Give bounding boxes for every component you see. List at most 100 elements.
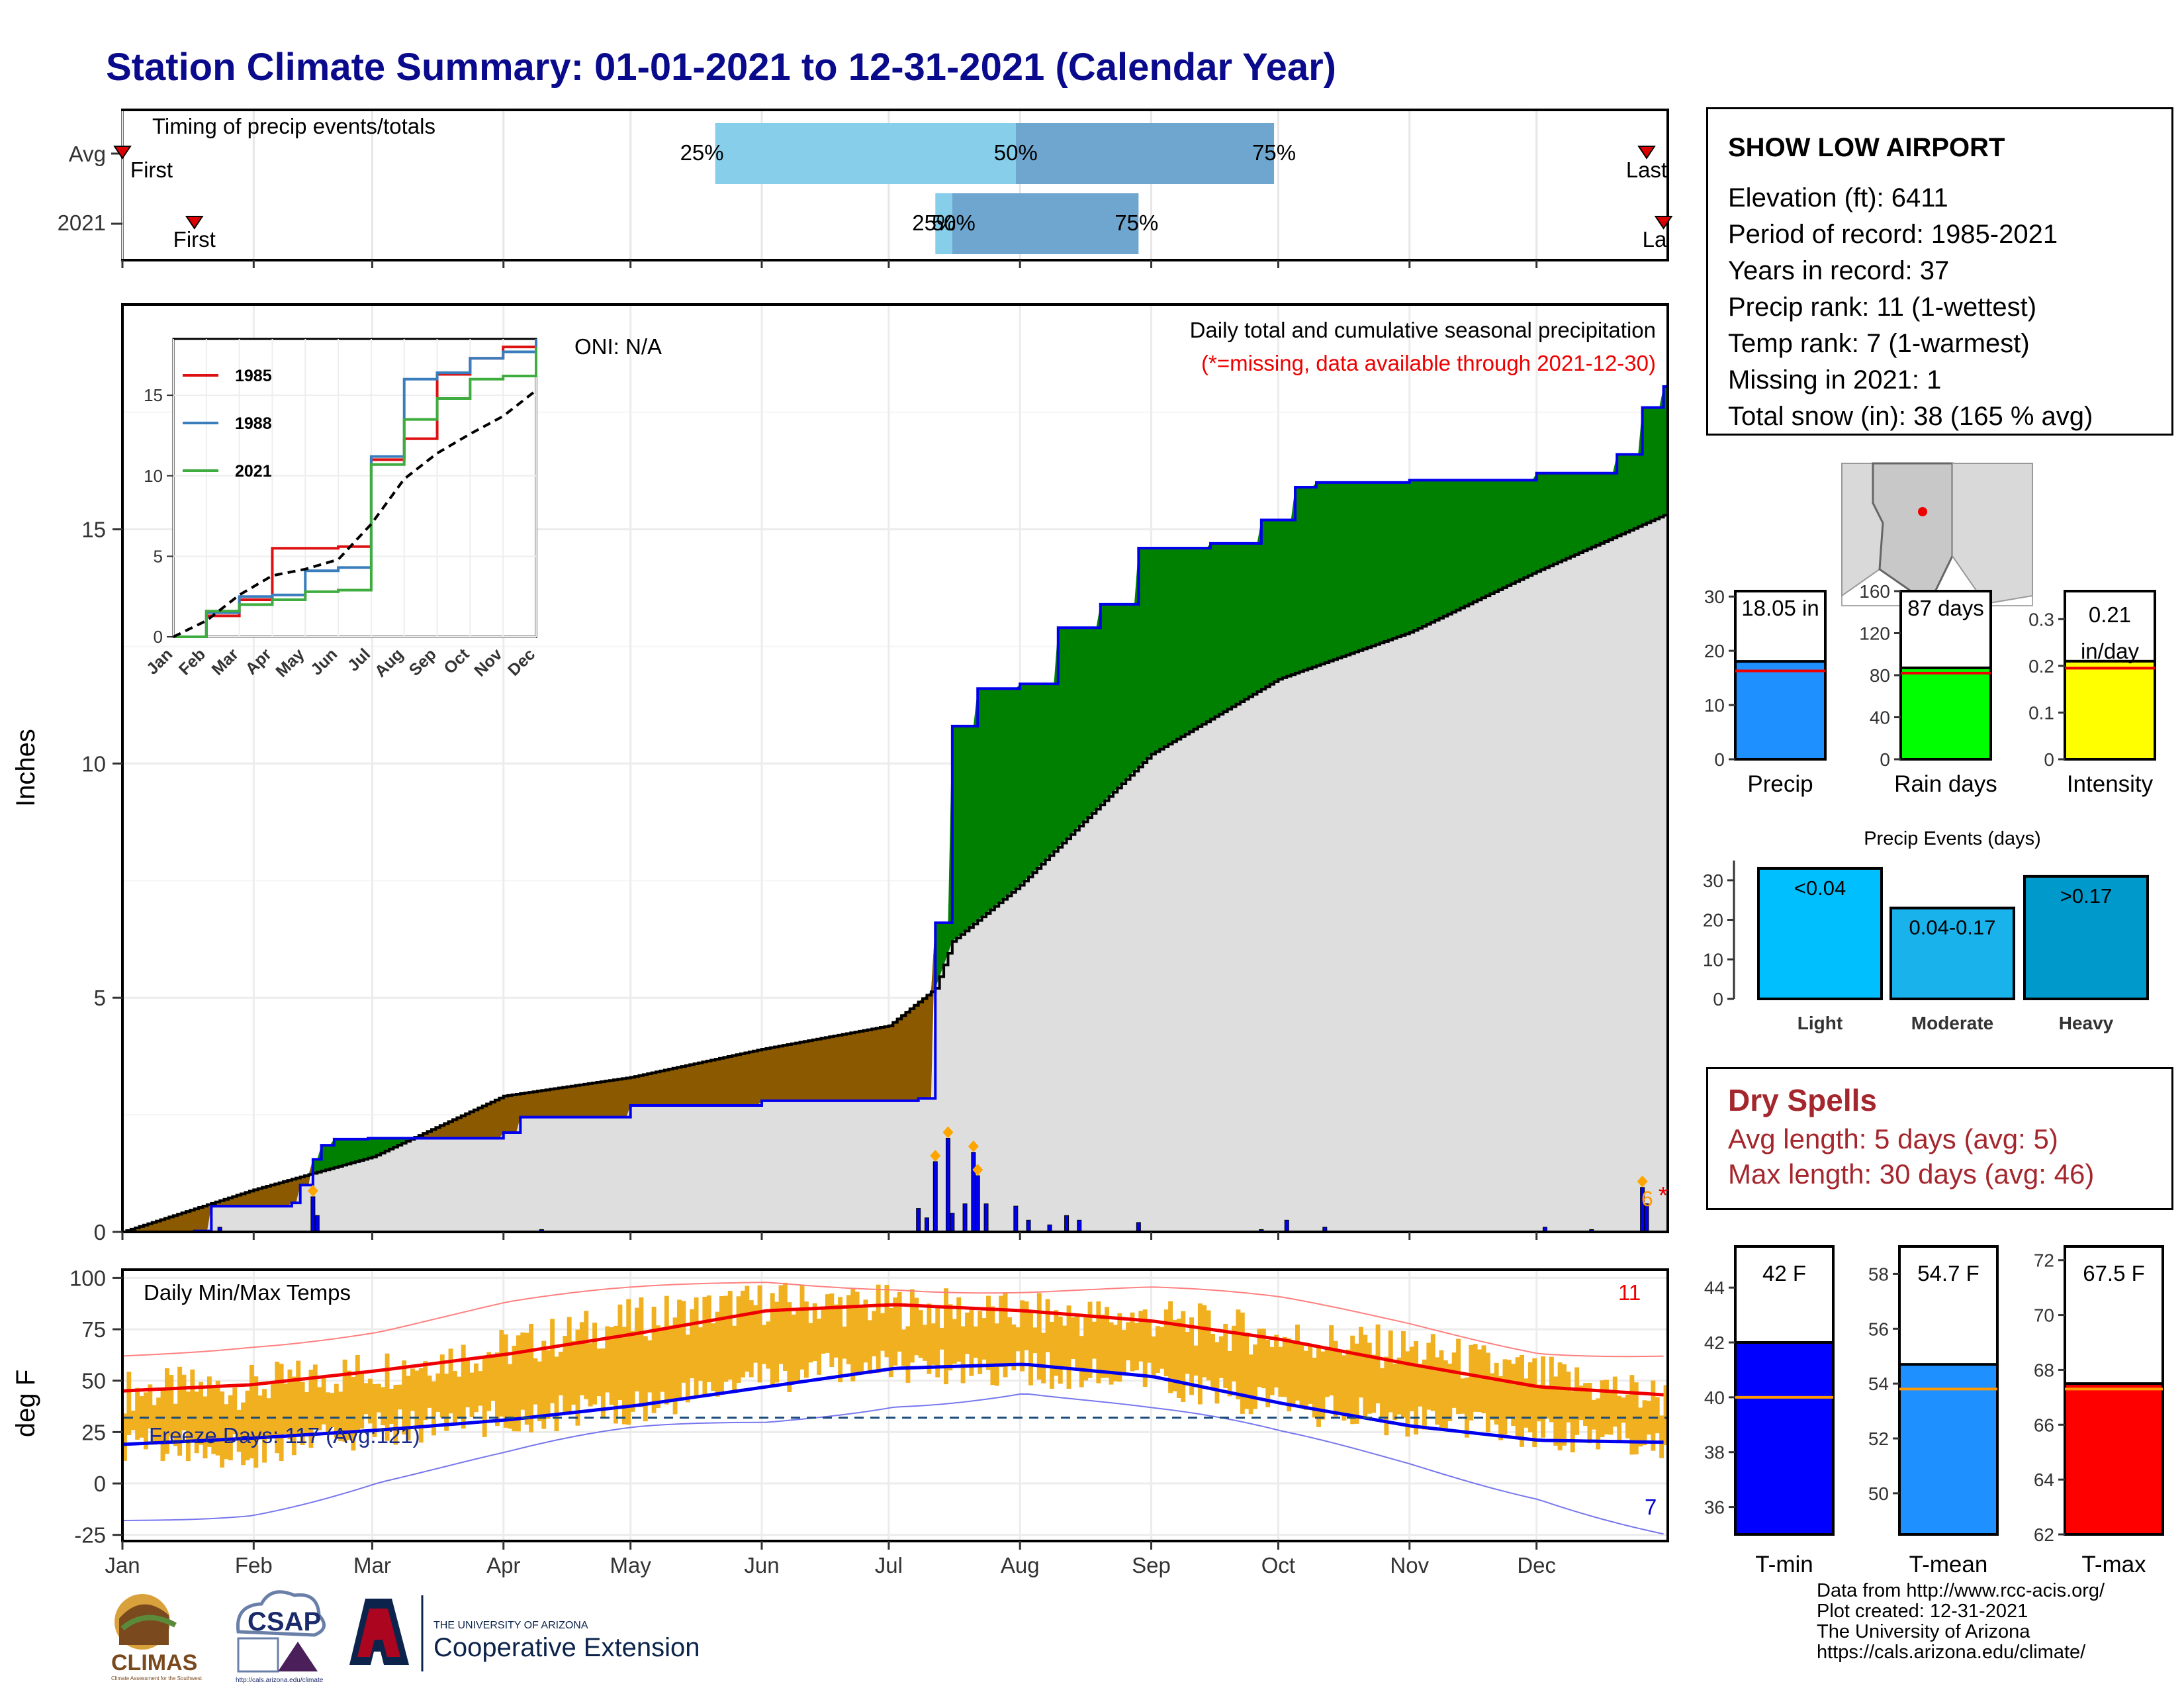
events-bar-value-label: 0.04-0.17 [1909,916,1996,939]
daily-temp-bar [1113,1325,1118,1382]
daily-temp-bar [770,1293,775,1385]
daily-temp-bar [1045,1299,1050,1352]
summary-bar-value-label: in/day [2081,639,2140,663]
daily-temp-bar [1371,1354,1377,1413]
daily-temp-bar [579,1322,584,1395]
temp-bar-tick-label: 44 [1704,1278,1725,1298]
daily-temp-bar [461,1344,466,1429]
daily-temp-bar [821,1306,826,1354]
inset-ytick-label: 15 [144,385,163,405]
timing-avg-p75-label: 75% [1252,140,1296,165]
daily-temp-bar [749,1300,754,1378]
daily-temp-bar [1608,1391,1614,1435]
summary-bar-tick-label: 120 [1859,624,1890,644]
daily-temp-bar [512,1345,517,1432]
daily-temp-bar [1003,1292,1008,1378]
daily-temp-bar [1218,1336,1224,1378]
daily-temp-bar [1414,1341,1419,1435]
daily-temp-bar [312,1364,318,1430]
daily-temp-bar [1574,1367,1580,1435]
daily-temp-bar [427,1376,432,1408]
daily-temp-bar [1214,1342,1220,1404]
daily-temp-bar [122,1413,127,1461]
daily-temp-bar [558,1352,563,1395]
daily-temp-bar [545,1350,551,1419]
daily-temp-bar [1596,1398,1601,1450]
daily-temp-bar [1621,1397,1626,1423]
daily-temp-bar [664,1295,669,1405]
daily-temp-bar [376,1383,381,1413]
daily-temp-bar [1338,1350,1342,1415]
daily-temp-bar [402,1360,407,1434]
daily-temp-bar [275,1362,280,1454]
daily-temp-bar [1464,1377,1469,1438]
daily-temp-bar [1659,1415,1664,1458]
daily-temp-bar [1261,1329,1266,1389]
daily-temp-bar [452,1371,457,1425]
summary-bar-tick-label: 30 [1704,586,1725,607]
oni-label: ONI: N/A [574,334,662,359]
daily-temp-bar [397,1384,402,1410]
daily-temp-bar [1469,1344,1474,1421]
daily-temp-bar [1651,1380,1656,1451]
daily-temp-bar [588,1343,593,1407]
daily-temp-bar [1257,1329,1262,1387]
daily-temp-bar [952,1319,957,1364]
timing-2021-p25-label: 25% [912,211,956,235]
month-label: Aug [1001,1553,1040,1577]
daily-temp-bar [706,1295,711,1382]
temp-ytick-label: 25 [81,1420,106,1444]
daily-temp-bar [702,1296,707,1397]
avg-max-line [122,1303,1664,1397]
daily-temp-bar [1494,1362,1499,1425]
daily-temp-bar [304,1391,309,1433]
daily-temp-bar [537,1361,542,1421]
ua-small-text: THE UNIVERSITY OF ARIZONA [433,1620,588,1631]
daily-temp-bar [423,1361,428,1421]
daily-temp-bar [516,1335,521,1432]
temp-ytick-label: 50 [81,1369,106,1393]
daily-temp-bar [279,1364,284,1462]
month-label: Feb [235,1553,273,1577]
record-precip-marker [307,1184,318,1197]
inset-ytick-label: 5 [154,546,163,566]
daily-precip-bar [971,1152,976,1233]
daily-temp-bar [732,1325,737,1392]
daily-temp-bar [1265,1339,1271,1407]
summary-bar-tick-label: 160 [1859,581,1890,602]
daily-temp-bar [372,1383,377,1437]
record-precip-marker [972,1164,983,1176]
daily-precip-bar [1136,1222,1141,1233]
daily-temp-bar [245,1390,250,1461]
precip-events-chart: Precip Events (days) 0 10 20 30 <0.04 Light 0.0… [1703,828,2149,1033]
record-high-count: 11 [1618,1280,1641,1305]
timing-avg-last-label: Last [1626,158,1667,182]
daily-temp-bar [347,1370,351,1440]
daily-temp-bar [854,1291,860,1372]
daily-temp-bar [130,1411,136,1430]
summary-bar-fill [1734,660,1827,761]
timing-row-2021: 2021 [58,211,106,235]
station-precip-rank: Precip rank: 11 (1-wettest) [1728,293,2037,322]
daily-temp-bar [978,1311,983,1374]
temp-bar-fill [2064,1382,2164,1536]
precip-ytick-label: 5 [94,986,106,1010]
daily-temp-bar [1109,1322,1114,1385]
credits: Data from http://www.rcc-acis.org/ Plot … [1817,1581,2105,1663]
daily-temp-bar [1392,1364,1398,1421]
daily-temp-bar [778,1285,784,1364]
credit-line: Plot created: 12-31-2021 [1817,1601,2028,1622]
temp-bar-tick-label: 72 [2034,1250,2054,1271]
daily-temp-bar [931,1323,936,1365]
daily-temp-bar [143,1392,148,1450]
daily-temp-bar [1532,1358,1537,1448]
daily-temp-bar [914,1297,919,1356]
timing-2021-p50-label: 50% [932,211,976,235]
daily-temp-bar [1617,1395,1622,1443]
daily-temp-bar [596,1348,602,1397]
timing-avg-first-label: First [130,158,173,182]
timing-2021-first-label: First [173,227,216,252]
month-label: May [610,1553,651,1577]
daily-temp-bar [1320,1351,1326,1420]
